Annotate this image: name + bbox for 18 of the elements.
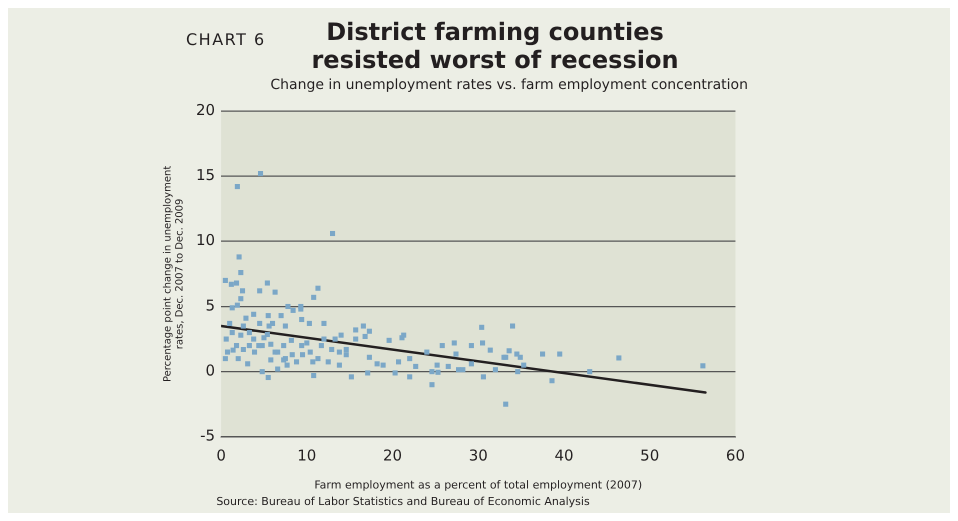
y-tick-label: -5 <box>200 426 216 445</box>
x-axis-title: Farm employment as a percent of total employment (2007) <box>314 478 642 492</box>
chart-subtitle: Change in unemployment rates vs. farm employment concentration <box>269 77 748 93</box>
y-tick-label: 5 <box>206 296 216 314</box>
x-tick-label: 50 <box>640 446 660 465</box>
y-tick-label: 20 <box>196 100 216 119</box>
y-axis-title: Percentage point change in unemployment rates, Dec. 2007 to Dec. 2009 <box>162 166 186 382</box>
chart-title: District farming counties resisted worst of recession <box>310 18 680 74</box>
source-note: Source: Bureau of Labor Statistics and Bureau of Economic Analysis <box>215 495 591 508</box>
caption: CHART 6 <box>186 30 266 49</box>
x-tick-label: 60 <box>726 446 746 465</box>
y-tick-label: 0 <box>206 362 216 380</box>
x-tick-label: 30 <box>468 446 488 465</box>
x-tick-label: 10 <box>297 446 316 465</box>
y-tick-label: 15 <box>196 166 216 184</box>
x-tick-label: 40 <box>554 446 574 465</box>
x-tick-label: 20 <box>382 446 402 465</box>
y-tick-label: 10 <box>196 231 216 250</box>
